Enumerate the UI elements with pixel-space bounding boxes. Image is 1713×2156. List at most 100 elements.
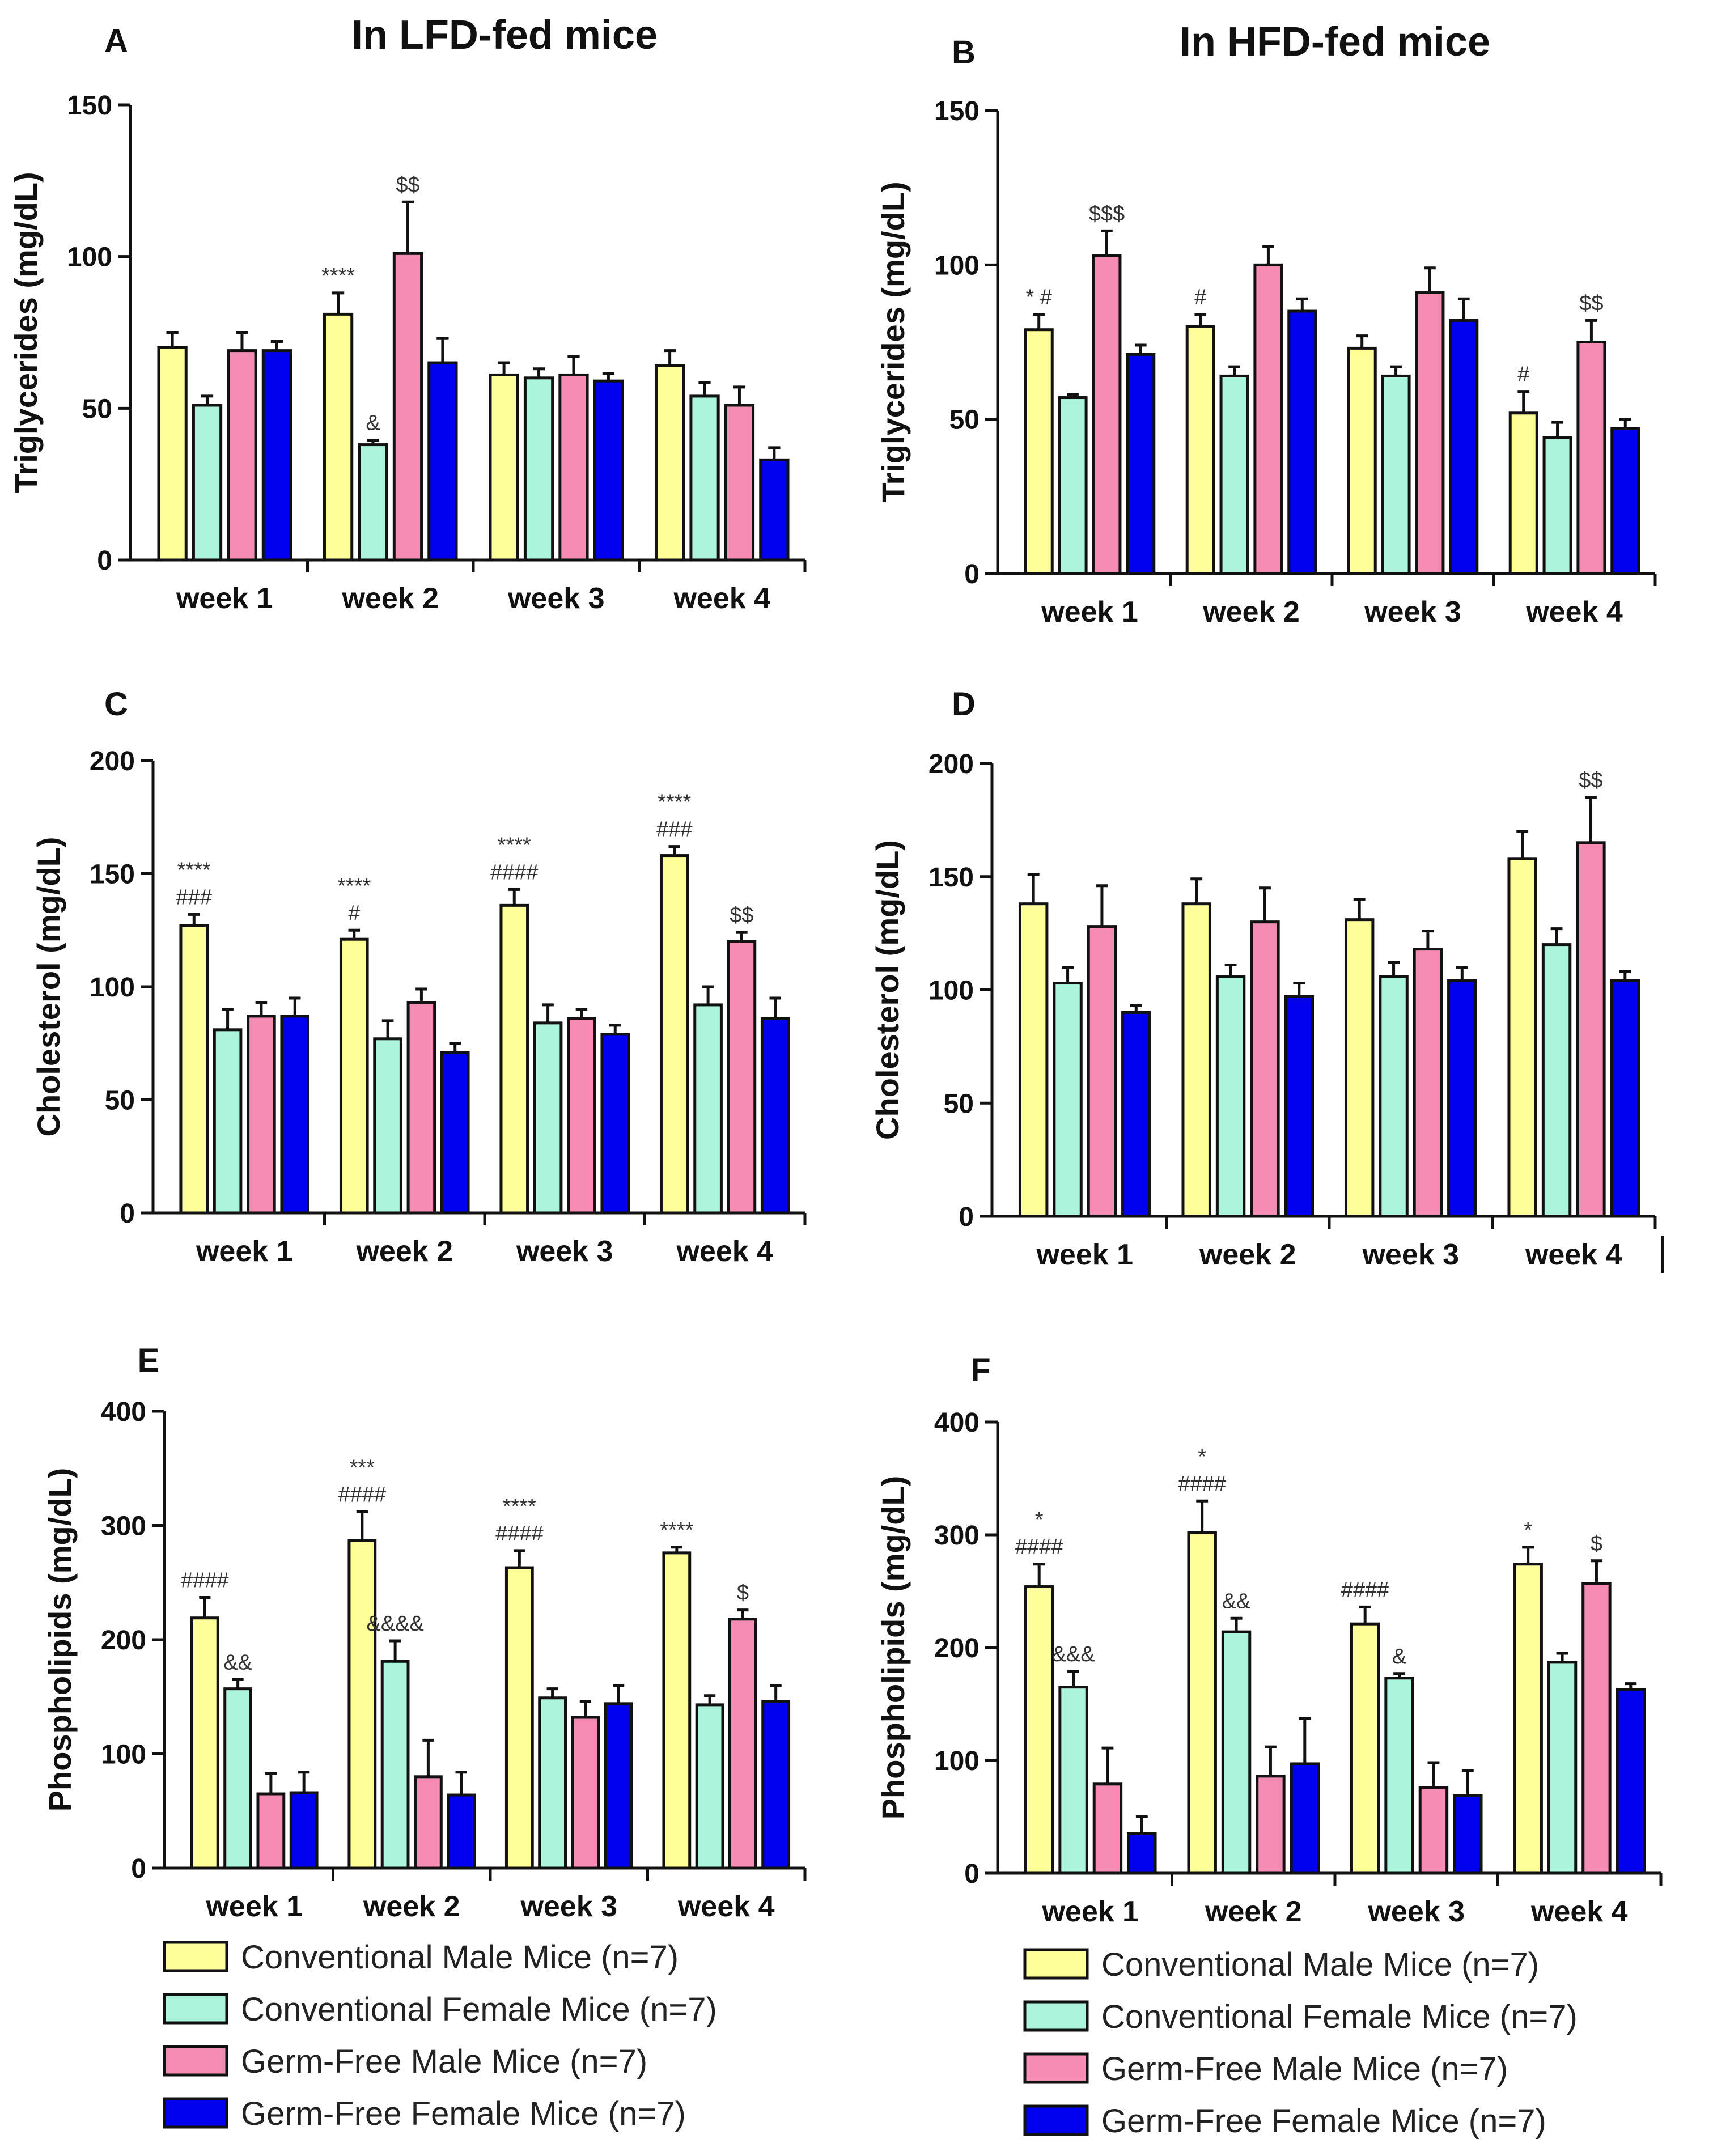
significance-label: * — [1035, 1508, 1044, 1532]
bar — [489, 373, 519, 562]
panel-letter: A — [104, 23, 128, 60]
bar — [1284, 995, 1315, 1218]
legend-label: Conventional Female Mice (n=7) — [1101, 1998, 1578, 2035]
legend-left: Conventional Male Mice (n=7) Conventional… — [163, 1939, 717, 2132]
bar — [1127, 1832, 1157, 1875]
y-tick-label: 0 — [131, 1854, 146, 1884]
x-category-label: week 2 — [1205, 1895, 1302, 1928]
bar — [1256, 1775, 1286, 1875]
significance-label: $ — [737, 1581, 749, 1605]
bar — [504, 1566, 534, 1870]
y-tick-label: 50 — [944, 1089, 974, 1119]
bar — [406, 1001, 436, 1215]
y-tick-label: 0 — [120, 1199, 135, 1229]
y-tick-label: 0 — [97, 546, 112, 576]
bar — [227, 349, 257, 562]
legend-label: Conventional Female Mice (n=7) — [241, 1991, 717, 2028]
bar — [157, 346, 188, 562]
bar — [1576, 841, 1606, 1218]
bar — [533, 1021, 563, 1215]
significance-label: **** — [321, 264, 355, 288]
significance-label: #### — [495, 1522, 544, 1546]
significance-label: #### — [1178, 1472, 1226, 1496]
y-tick-label: 400 — [101, 1397, 146, 1427]
bar — [1344, 918, 1375, 1218]
legend-swatch — [1023, 1948, 1089, 1980]
bar — [413, 1775, 443, 1870]
x-category-label: week 1 — [1036, 1238, 1133, 1271]
legend-swatch — [1023, 2000, 1089, 2032]
bar — [1018, 902, 1049, 1218]
bar — [1253, 263, 1283, 575]
bar — [1507, 857, 1537, 1218]
y-tick-label: 100 — [934, 251, 980, 281]
bar — [538, 1696, 567, 1870]
x-category-label: week 1 — [1041, 596, 1138, 629]
significance-label: **** — [658, 791, 691, 814]
significance-label: #### — [1015, 1535, 1063, 1559]
y-tick-label: 200 — [928, 749, 974, 779]
y-axis-title: Phospholipids (mg/dL) — [42, 1468, 78, 1812]
y-tick-label: 100 — [90, 973, 135, 1003]
bar — [1513, 1563, 1543, 1875]
bar — [1024, 328, 1054, 575]
bar — [392, 252, 423, 562]
y-tick-label: 200 — [934, 1633, 980, 1663]
charts-layer: A Triglycerides (mg/dL) 0 50 100 150 week 1 wee… — [8, 23, 1663, 1928]
bar — [689, 394, 720, 562]
bar — [213, 1028, 243, 1215]
legend-swatch — [163, 2097, 228, 2129]
legend-label: Conventional Male Mice (n=7) — [241, 1939, 679, 1976]
y-axis-title: Triglycerides (mg/dL) — [875, 181, 911, 502]
y-axis-title: Cholesterol (mg/dL) — [870, 840, 905, 1140]
bar — [571, 1716, 600, 1870]
significance-label: **** — [498, 833, 531, 857]
bar — [1024, 1585, 1054, 1875]
bar — [339, 937, 369, 1215]
bar — [192, 404, 223, 562]
bar — [659, 854, 689, 1215]
significance-label: * — [1524, 1518, 1532, 1542]
bar — [1542, 436, 1572, 575]
significance-label: && — [223, 1651, 252, 1675]
significance-label: $$$ — [1089, 202, 1125, 226]
legend-label: Germ-Free Female Mice (n=7) — [1101, 2103, 1546, 2140]
significance-label: **** — [660, 1518, 693, 1542]
y-tick-label: 200 — [101, 1626, 146, 1656]
bar — [223, 1687, 253, 1870]
significance-label: *** — [350, 1455, 375, 1479]
bar — [1092, 254, 1122, 575]
bar — [1413, 948, 1443, 1218]
legend-right: Conventional Male Mice (n=7) Conventional… — [1023, 1946, 1578, 2140]
significance-label: # — [348, 901, 360, 925]
y-tick-label: 100 — [934, 1746, 980, 1776]
bar — [1215, 975, 1246, 1218]
bar — [600, 1033, 630, 1215]
bar — [289, 1791, 319, 1870]
x-category-label: week 1 — [196, 1235, 293, 1268]
x-category-label: week 3 — [1364, 596, 1461, 629]
x-category-label: week 4 — [673, 582, 770, 615]
x-category-label: week 1 — [205, 1890, 303, 1923]
bar — [1185, 325, 1215, 575]
x-category-label: week 4 — [1530, 1895, 1628, 1928]
bar — [440, 1051, 470, 1215]
bar — [179, 924, 209, 1215]
panel-letter: C — [104, 686, 128, 723]
x-category-label: week 3 — [1367, 1895, 1465, 1928]
y-tick-label: 0 — [959, 1202, 974, 1232]
y-tick-label: 150 — [67, 91, 112, 121]
y-axis-title: Phospholipids (mg/dL) — [875, 1476, 911, 1820]
bar — [1121, 1011, 1151, 1218]
significance-label: # — [1517, 363, 1529, 387]
x-category-label: week 2 — [1199, 1238, 1296, 1271]
significance-label: & — [1392, 1645, 1406, 1669]
bar — [761, 1700, 791, 1870]
bar — [1350, 1622, 1380, 1875]
legend-label: Germ-Free Male Mice (n=7) — [241, 2043, 647, 2080]
bar — [1250, 920, 1280, 1218]
chart-panel-d: D Cholesterol (mg/dL) 0 50 100 150 200 week 1 we… — [870, 686, 1657, 1271]
chart-panel-f: F Phospholipids (mg/dL) 0 100 200 300 400 week … — [875, 1352, 1663, 1928]
bar — [1581, 1582, 1612, 1875]
